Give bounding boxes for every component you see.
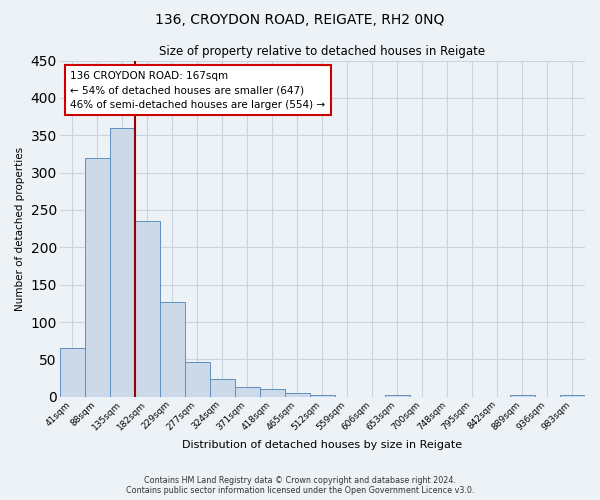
- Text: Contains HM Land Registry data © Crown copyright and database right 2024.
Contai: Contains HM Land Registry data © Crown c…: [126, 476, 474, 495]
- Bar: [260, 390, 285, 397]
- Bar: [560, 396, 585, 397]
- Bar: [210, 379, 235, 397]
- Text: 136 CROYDON ROAD: 167sqm
← 54% of detached houses are smaller (647)
46% of semi-: 136 CROYDON ROAD: 167sqm ← 54% of detach…: [70, 70, 325, 110]
- Bar: [160, 302, 185, 397]
- Bar: [110, 128, 135, 397]
- Text: 136, CROYDON ROAD, REIGATE, RH2 0NQ: 136, CROYDON ROAD, REIGATE, RH2 0NQ: [155, 12, 445, 26]
- Bar: [385, 396, 410, 397]
- Bar: [135, 221, 160, 397]
- Bar: [85, 158, 110, 397]
- Bar: [60, 348, 85, 397]
- Bar: [235, 387, 260, 397]
- Bar: [310, 396, 335, 397]
- Y-axis label: Number of detached properties: Number of detached properties: [15, 146, 25, 310]
- Title: Size of property relative to detached houses in Reigate: Size of property relative to detached ho…: [159, 45, 485, 58]
- Bar: [185, 362, 210, 397]
- X-axis label: Distribution of detached houses by size in Reigate: Distribution of detached houses by size …: [182, 440, 463, 450]
- Bar: [285, 393, 310, 397]
- Bar: [510, 396, 535, 397]
